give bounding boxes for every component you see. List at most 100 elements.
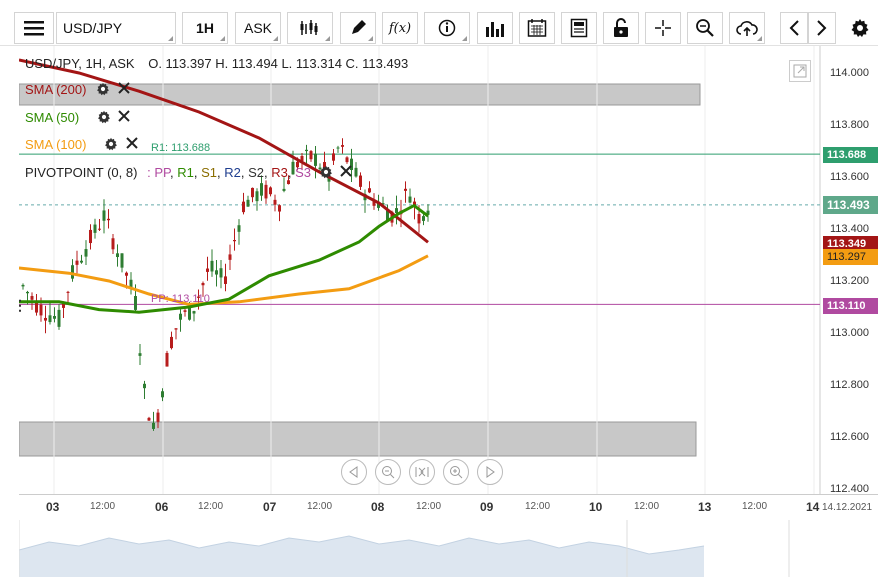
- candle-body: [215, 270, 218, 275]
- candle-body: [287, 180, 290, 185]
- candle-body: [161, 391, 164, 398]
- crosshair-button[interactable]: [645, 12, 681, 44]
- timeframe-label: 1H: [196, 20, 214, 36]
- time-label: 10: [589, 500, 603, 514]
- sma50-legend[interactable]: SMA (50): [25, 110, 131, 125]
- pivot-level-r1: R1: [177, 165, 194, 180]
- chart-area[interactable]: USD/JPY, 1H, ASK O. 113.397 H. 113.494 L…: [13, 46, 821, 494]
- candle-body: [336, 147, 340, 149]
- pivot-level-r3: R3: [271, 165, 288, 180]
- document-icon: [570, 18, 588, 38]
- candle-body: [21, 284, 25, 287]
- settings-button[interactable]: [844, 12, 876, 44]
- candle-body: [138, 353, 142, 356]
- candle-body: [386, 210, 389, 221]
- candle-body: [201, 283, 205, 286]
- sma100-line: [19, 254, 429, 306]
- close-icon[interactable]: [340, 165, 352, 177]
- calendar-button[interactable]: [519, 12, 555, 44]
- price-type-select[interactable]: ASK: [235, 12, 281, 44]
- candle-body: [291, 161, 295, 175]
- close-icon[interactable]: [117, 82, 130, 94]
- candle-body: [206, 268, 209, 272]
- volume-button[interactable]: [477, 12, 513, 44]
- hamburger-icon: [24, 21, 44, 36]
- r1-price-tag: 113.688: [823, 147, 878, 163]
- close-icon[interactable]: [125, 137, 138, 149]
- sma100-price-tag: 113.297: [823, 249, 878, 265]
- magnifier-icon: [696, 19, 714, 37]
- candle-body: [260, 183, 263, 196]
- sma50-label: SMA (50): [25, 110, 80, 125]
- chart-type-button[interactable]: [287, 12, 333, 44]
- cloud-upload-icon: [736, 21, 758, 36]
- candle-body: [404, 188, 407, 191]
- pivot-level-s1: S1: [201, 165, 217, 180]
- pivot-legend[interactable]: PIVOTPOINT (0, 8) : PP, R1, S1, R2, S2, …: [25, 165, 352, 180]
- time-axis[interactable]: 03 12:00 06 12:00 07 12:00 08 12:00 09 1…: [19, 494, 878, 520]
- candle-body: [350, 158, 353, 171]
- candle-body: [426, 210, 430, 215]
- zoom-out-button[interactable]: [375, 459, 401, 485]
- pivot-level-r2: R2: [224, 165, 241, 180]
- lock-button[interactable]: [603, 12, 639, 44]
- close-icon[interactable]: [118, 110, 131, 122]
- candle-body: [323, 162, 326, 169]
- sma200-legend[interactable]: SMA (200): [25, 82, 130, 97]
- menu-button[interactable]: [14, 12, 54, 44]
- price-axis[interactable]: 114.000 113.800 113.600 113.400 113.200 …: [821, 46, 878, 495]
- time-label: 09: [480, 500, 494, 514]
- triangle-left-icon: [349, 466, 358, 478]
- zoom-button[interactable]: [687, 12, 723, 44]
- indicators-button[interactable]: f(x): [382, 12, 418, 44]
- save-cloud-button[interactable]: [729, 12, 765, 44]
- candle-body: [125, 272, 128, 276]
- time-label: 12:00: [525, 501, 551, 512]
- candle-body: [71, 265, 74, 279]
- zoom-out-icon: [382, 466, 395, 479]
- resistance-zone: [19, 83, 701, 106]
- info-button[interactable]: [424, 12, 470, 44]
- reset-zoom-button[interactable]: [409, 459, 435, 485]
- draw-tool-button[interactable]: [340, 12, 376, 44]
- time-label: 12:00: [198, 501, 224, 512]
- sma100-legend[interactable]: SMA (100): [25, 137, 138, 152]
- time-label: 12:00: [742, 501, 768, 512]
- zoom-in-button[interactable]: [443, 459, 469, 485]
- sma50-line: [19, 203, 429, 314]
- news-button[interactable]: [561, 12, 597, 44]
- price-tick: 113.600: [830, 171, 869, 183]
- candle-body: [300, 156, 304, 162]
- symbol-label: USD/JPY: [63, 20, 123, 36]
- pp-line-label: PP: 113.110: [151, 293, 210, 305]
- symbol-select[interactable]: USD/JPY: [56, 12, 176, 44]
- candles-icon: [300, 20, 318, 35]
- candle-body: [107, 218, 110, 221]
- candle-body: [381, 203, 385, 205]
- timeframe-select[interactable]: 1H: [182, 12, 228, 44]
- gear-icon[interactable]: [97, 110, 111, 124]
- candle-body: [309, 151, 313, 160]
- candle-body: [395, 208, 398, 214]
- candle-body: [246, 199, 250, 207]
- candle-body: [237, 225, 241, 232]
- scroll-right-button[interactable]: [808, 12, 836, 44]
- drag-handle[interactable]: ⋮: [13, 297, 27, 313]
- candle-body: [48, 315, 52, 323]
- candle-body: [30, 296, 34, 300]
- sma200-label: SMA (200): [25, 82, 87, 97]
- candle-body: [354, 167, 358, 177]
- candle-body: [269, 187, 272, 195]
- overview-navigator[interactable]: [19, 520, 819, 577]
- gear-icon[interactable]: [104, 137, 118, 151]
- expand-button[interactable]: [789, 60, 811, 82]
- gear-icon[interactable]: [319, 165, 333, 179]
- candle-body: [44, 317, 47, 321]
- scroll-left-button[interactable]: [780, 12, 808, 44]
- gear-icon[interactable]: [96, 82, 110, 96]
- nav-forward-button[interactable]: [477, 459, 503, 485]
- price-chart[interactable]: [19, 46, 821, 494]
- nav-back-button[interactable]: [341, 459, 367, 485]
- candle-body: [251, 187, 254, 198]
- candle-body: [408, 196, 412, 203]
